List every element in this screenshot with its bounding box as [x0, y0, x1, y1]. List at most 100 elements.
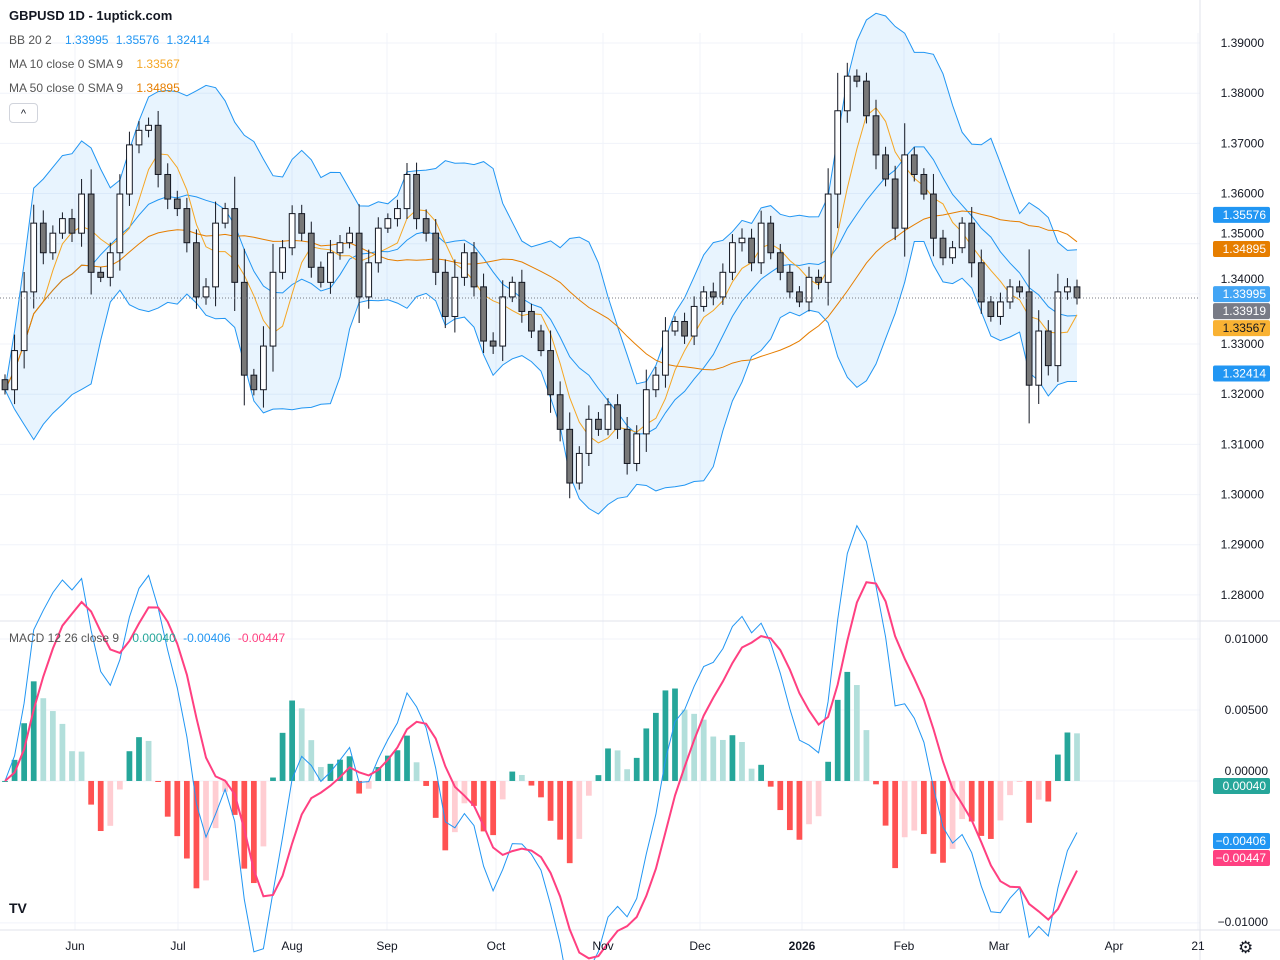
- candle: [97, 267, 105, 283]
- candle-body: [910, 154, 918, 175]
- macd-axis-tick-label: −0.01000: [1218, 915, 1269, 929]
- candle: [451, 259, 459, 333]
- time-axis-tick-label: Dec: [689, 939, 710, 953]
- candle-body: [30, 222, 38, 293]
- macd-histogram-bar: [1035, 780, 1042, 800]
- candle-body: [623, 428, 631, 464]
- candle-body: [575, 452, 583, 484]
- macd-histogram-bar: [155, 780, 162, 782]
- macd-histogram-bar: [1054, 754, 1061, 781]
- candle-body: [843, 75, 851, 112]
- macd-histogram-bar: [538, 780, 544, 798]
- legend-ma10-label: MA 10 close 0 SMA 9: [9, 57, 124, 71]
- macd-axis-tick-label: 0.00000: [1225, 764, 1269, 778]
- macd-value-label-bg: [1213, 850, 1270, 866]
- candle-body: [595, 418, 602, 430]
- candle: [68, 208, 76, 242]
- candle-body: [939, 237, 947, 259]
- macd-histogram-bar: [777, 780, 784, 811]
- macd-histogram-bar: [337, 759, 343, 781]
- legend-bb-upper: 1.35576: [115, 33, 160, 47]
- candle-body: [757, 222, 765, 264]
- macd-histogram-bar: [739, 742, 745, 781]
- candle-body: [997, 301, 1004, 317]
- macd-histogram-bar: [499, 780, 506, 800]
- price-label-bg: [1213, 303, 1270, 320]
- price-axis-tick-label: 1.31000: [1221, 437, 1265, 451]
- macd-line: [4, 524, 1078, 960]
- candle-body: [968, 222, 976, 264]
- candle: [595, 412, 602, 436]
- macd-histogram-bar: [662, 690, 669, 781]
- macd-histogram-bar: [279, 732, 286, 781]
- macd-histogram-bar: [1016, 780, 1023, 782]
- candle: [671, 316, 679, 336]
- tradingview-logo-icon[interactable]: TV: [9, 900, 27, 916]
- candle-body: [480, 286, 487, 342]
- candle: [748, 228, 755, 272]
- macd-histogram-bar: [317, 767, 324, 781]
- macd-histogram-bar: [786, 780, 793, 831]
- macd-histogram-bar: [968, 780, 975, 822]
- candle-body: [126, 144, 133, 195]
- candle: [977, 249, 985, 314]
- candle-body: [681, 320, 688, 337]
- macd-signal-line: [4, 581, 1078, 960]
- candle-body: [336, 242, 344, 254]
- price-axis-tick-label: 1.36000: [1221, 187, 1265, 201]
- candle: [384, 213, 392, 233]
- candle: [767, 215, 775, 260]
- macd-histogram-bar: [557, 780, 564, 840]
- price-axis-tick-label: 1.35000: [1221, 227, 1265, 241]
- candle-body: [872, 115, 880, 156]
- candle: [173, 190, 181, 217]
- candle-body: [20, 291, 28, 352]
- candle: [690, 296, 698, 346]
- candle-body: [987, 301, 995, 317]
- legend-macd-line: -0.00406: [183, 631, 231, 645]
- candle-body: [78, 193, 85, 234]
- candle-body: [87, 193, 95, 273]
- macd-histogram-bar: [576, 780, 583, 839]
- candle-body: [930, 193, 937, 239]
- candle-body: [604, 404, 612, 430]
- macd-histogram-bar: [585, 780, 592, 796]
- gear-icon[interactable]: ⚙: [1238, 938, 1254, 957]
- candle: [652, 366, 660, 398]
- collapse-legend-button[interactable]: ^: [9, 103, 38, 123]
- price-label-bg: [1213, 365, 1270, 382]
- candle-body: [690, 305, 698, 337]
- price-label-bg: [1213, 206, 1270, 223]
- candle-body: [901, 154, 909, 229]
- candle: [786, 265, 794, 299]
- candle: [642, 369, 650, 452]
- candle: [317, 261, 325, 288]
- legend-macd-signal: -0.00447: [237, 631, 286, 645]
- candle-body: [748, 237, 755, 264]
- macd-histogram-bar: [997, 780, 1004, 821]
- candle: [805, 266, 813, 312]
- time-axis-tick-label: Jul: [170, 939, 185, 953]
- candle-body: [441, 271, 449, 317]
- macd-histogram-bar: [404, 735, 410, 781]
- candle: [403, 162, 411, 219]
- candle: [623, 417, 631, 475]
- macd-histogram-bar: [509, 771, 516, 781]
- macd-histogram-bar: [987, 780, 994, 839]
- macd-histogram-bar: [49, 711, 56, 781]
- candle-body: [11, 350, 18, 391]
- price-label: 1.32414: [1223, 366, 1267, 380]
- macd-histogram-bar: [203, 780, 209, 881]
- candle: [1054, 273, 1062, 382]
- legend-ma10-value: 1.33567: [136, 57, 180, 71]
- candle: [633, 425, 641, 472]
- legend-ma50: MA 50 close 0 SMA 9 1.34895: [9, 81, 184, 95]
- candle-body: [1035, 330, 1043, 386]
- macd-histogram-bar: [624, 769, 631, 781]
- macd-histogram-bar: [920, 780, 927, 835]
- candle-body: [537, 330, 545, 352]
- candle-body: [154, 124, 162, 175]
- price-label: 1.33919: [1223, 304, 1267, 318]
- candle-body: [863, 80, 870, 117]
